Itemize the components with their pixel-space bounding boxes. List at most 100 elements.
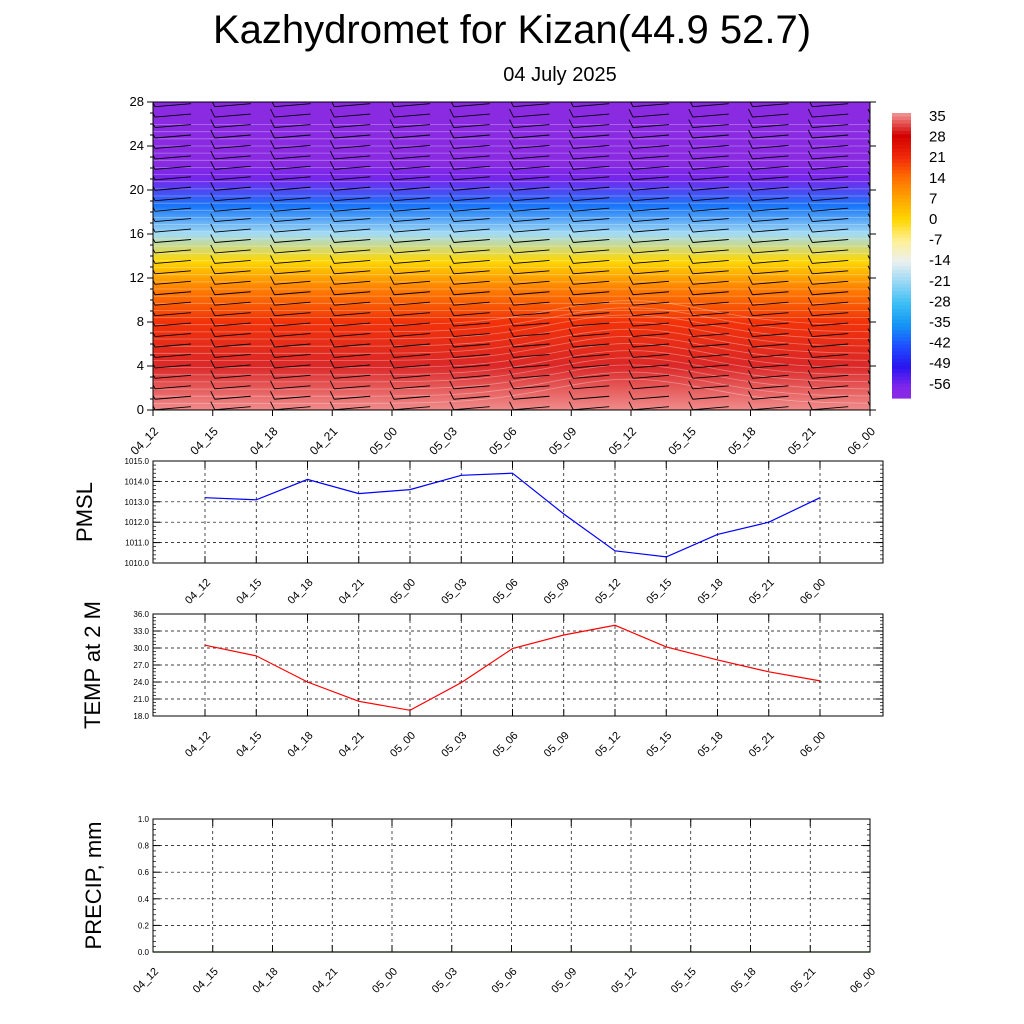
wind-barb-flag: [748, 255, 753, 264]
colorbar-cell: [892, 137, 911, 143]
wind-barb: [154, 354, 192, 358]
wind-barb: [214, 270, 251, 275]
series-line: [204, 472, 821, 558]
wind-barb: [513, 364, 550, 369]
wind-barb-flag: [867, 380, 870, 386]
wind-barb: [334, 395, 371, 400]
wind-barb-flag: [270, 391, 275, 400]
wind-barb-flag: [270, 171, 275, 181]
wind-barb: [573, 134, 610, 139]
wind-barb: [692, 385, 729, 390]
wind-barb-flag: [509, 296, 514, 306]
x-tick-label: 04_15: [234, 730, 264, 760]
wind-barb: [154, 218, 192, 223]
wind-barb-flag: [210, 265, 216, 275]
wind-barb-flag: [748, 108, 753, 118]
wind-barb-flag: [449, 150, 455, 160]
x-tick-label: 06_00: [798, 577, 828, 607]
wind-barb-flag: [688, 161, 694, 170]
x-tick-label: 04_18: [251, 966, 281, 996]
wind-barb: [453, 343, 490, 348]
colorbar-cell: [892, 362, 911, 367]
wind-barb: [752, 103, 789, 108]
colorbar-cell: [892, 337, 911, 342]
wind-barb-flag: [153, 383, 156, 390]
wind-barb-flag: [270, 213, 275, 222]
colorbar-cell: [892, 180, 911, 185]
wind-barb: [692, 374, 729, 379]
wind-barb-flag: [688, 317, 694, 327]
wind-barb-flag: [270, 255, 275, 264]
wind-barb: [154, 259, 192, 264]
wind-barb-flag: [568, 234, 574, 243]
wind-barb-flag: [270, 150, 275, 160]
wind-barb: [692, 270, 729, 275]
wind-barb-flag: [867, 286, 870, 292]
wind-barb: [453, 249, 490, 254]
wind-barb-flag: [153, 310, 156, 316]
wind-barb: [692, 259, 729, 264]
colorbar-cell: [892, 120, 911, 125]
wind-barb-flag: [271, 102, 275, 107]
wind-barb-flag: [210, 391, 216, 400]
wind-barb: [812, 270, 849, 275]
wind-barb-flag: [270, 380, 275, 390]
wind-barb-flag: [329, 192, 335, 201]
wind-barb: [453, 333, 490, 337]
wind-barb-flag: [568, 307, 574, 316]
wind-barb: [154, 270, 192, 275]
wind-barb-flag: [449, 328, 455, 337]
wind-barb: [692, 176, 729, 181]
wind-barb: [274, 124, 311, 128]
x-tick-label: 05_09: [542, 730, 572, 760]
x-tick-label: 06_00: [845, 424, 879, 458]
wind-barb-flag: [867, 359, 870, 365]
wind-barb-flag: [449, 370, 455, 379]
colorbar-cell: [892, 326, 911, 331]
y-tick-label: 1014.0: [125, 477, 150, 486]
wind-barb-flag: [389, 307, 395, 316]
wind-barb-flag: [270, 296, 275, 306]
y-axis-label: TEMP at 2 M: [80, 601, 105, 729]
wind-barb: [513, 228, 550, 233]
wind-barb-flag: [389, 234, 395, 243]
wind-barb: [752, 385, 789, 390]
wind-barb-flag: [688, 150, 694, 160]
wind-barb: [752, 145, 789, 149]
wind-barb: [453, 301, 490, 306]
wind-barb: [214, 124, 251, 128]
wind-barb: [692, 228, 729, 233]
colorbar-cell: [892, 291, 911, 296]
wind-barb-flag: [867, 129, 870, 136]
wind-barb: [632, 124, 670, 128]
wind-barb-flag: [568, 317, 574, 327]
wind-barb-flag: [449, 380, 455, 390]
wind-barb: [393, 176, 431, 181]
wind-barb-flag: [153, 279, 156, 285]
x-tick-label: 05_18: [725, 424, 759, 458]
y-tick-label: 1.0: [138, 815, 150, 824]
wind-barb-flag: [153, 164, 156, 170]
wind-barb: [513, 280, 550, 285]
wind-barb-flag: [449, 140, 455, 149]
wind-barb: [513, 395, 550, 400]
wind-barb: [274, 291, 311, 296]
wind-barb-flag: [807, 234, 813, 243]
wind-barb-flag: [867, 213, 870, 219]
wind-barb-flag: [210, 234, 216, 243]
colorbar-cell: [892, 298, 911, 303]
wind-barb-flag: [449, 296, 455, 306]
wind-barb: [632, 145, 670, 149]
wind-barb-flag: [807, 223, 813, 233]
wind-barb-flag: [153, 112, 156, 118]
wind-barb-flag: [568, 223, 574, 233]
wind-barb: [453, 312, 490, 317]
wind-barb-flag: [748, 150, 753, 160]
wind-barb-flag: [449, 349, 455, 358]
y-tick-label: 27.0: [133, 661, 149, 670]
wind-barb: [274, 364, 311, 369]
wind-barb: [393, 343, 431, 348]
wind-barb: [274, 197, 311, 202]
wind-barb-flag: [389, 223, 395, 233]
wind-barb: [513, 103, 550, 108]
